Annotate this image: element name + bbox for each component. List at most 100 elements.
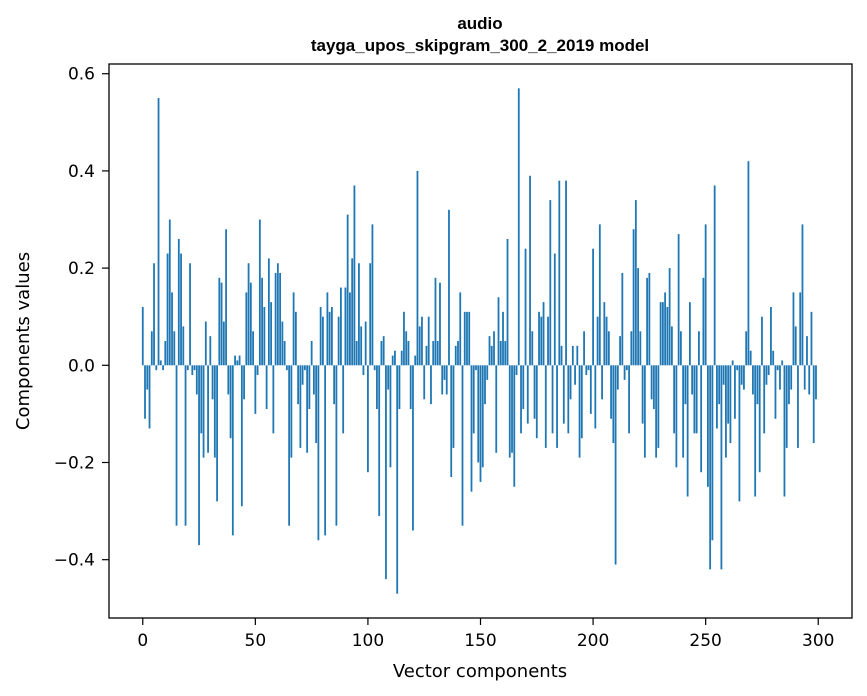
bar-210 <box>614 365 617 565</box>
y-tick-label: 0.6 <box>68 65 95 85</box>
bar-208 <box>610 365 612 419</box>
bar-179 <box>544 365 547 448</box>
bar-246 <box>695 365 698 434</box>
bar-89 <box>342 365 345 434</box>
bar-270 <box>749 350 752 366</box>
bar-28 <box>204 321 207 366</box>
bar-66 <box>290 365 293 458</box>
bar-296 <box>808 365 811 395</box>
bar-241 <box>684 365 687 405</box>
bar-47 <box>247 263 250 366</box>
bar-105 <box>378 365 381 516</box>
bar-177 <box>540 316 543 366</box>
bar-36 <box>222 321 225 366</box>
bar-139 <box>454 345 457 366</box>
y-tick-label: −0.4 <box>54 551 95 571</box>
bar-218 <box>632 229 635 366</box>
bar-190 <box>569 365 572 400</box>
bar-65 <box>288 365 291 526</box>
bar-8 <box>159 360 162 366</box>
bar-292 <box>799 292 802 366</box>
bar-0 <box>141 306 144 366</box>
bar-165 <box>513 365 516 487</box>
bar-123 <box>418 326 421 366</box>
bar-194 <box>578 365 581 458</box>
bar-274 <box>758 365 761 473</box>
bar-112 <box>394 350 396 366</box>
bar-31 <box>211 365 214 400</box>
bar-185 <box>558 180 561 366</box>
bar-38 <box>227 365 230 395</box>
bar-86 <box>335 365 338 526</box>
bar-62 <box>281 321 284 366</box>
bar-221 <box>639 331 642 366</box>
bar-74 <box>308 365 311 410</box>
bar-235 <box>670 326 673 366</box>
x-tick-label: 50 <box>245 631 267 651</box>
bar-214 <box>623 365 626 380</box>
bar-158 <box>497 297 500 366</box>
bar-166 <box>515 365 518 376</box>
bar-136 <box>448 209 450 366</box>
bar-206 <box>605 316 608 366</box>
bar-171 <box>526 365 529 424</box>
y-axis-ticks: −0.4 −0.2 0.0 0.2 0.4 0.6 <box>54 65 109 571</box>
bar-207 <box>607 331 610 366</box>
bar-161 <box>504 341 507 366</box>
bar-63 <box>283 341 286 366</box>
bar-205 <box>603 302 606 366</box>
bar-series <box>141 88 817 594</box>
bar-95 <box>355 341 358 366</box>
bar-248 <box>700 365 703 473</box>
chart-subtitle: tayga_upos_skipgram_300_2_2019 model <box>311 36 649 55</box>
bar-122 <box>416 170 419 366</box>
bar-198 <box>587 365 590 371</box>
bar-163 <box>508 365 511 458</box>
bar-83 <box>328 311 331 366</box>
bar-131 <box>436 341 439 366</box>
bar-299 <box>815 365 817 400</box>
bar-234 <box>668 268 671 366</box>
bar-41 <box>234 355 236 366</box>
bar-64 <box>285 365 288 371</box>
bar-182 <box>551 365 554 434</box>
bar-181 <box>549 200 552 366</box>
x-axis-label: Vector components <box>393 661 567 682</box>
bar-232 <box>664 292 667 366</box>
bar-144 <box>466 311 468 366</box>
bar-121 <box>414 355 417 366</box>
bar-211 <box>616 365 619 390</box>
bar-117 <box>405 331 408 366</box>
bar-79 <box>319 306 322 366</box>
bar-242 <box>686 365 689 497</box>
bar-151 <box>481 365 484 468</box>
bar-56 <box>267 258 270 366</box>
bar-43 <box>238 355 241 366</box>
bar-222 <box>641 365 644 424</box>
bar-29 <box>207 365 209 453</box>
bar-3 <box>148 365 151 429</box>
bar-162 <box>506 238 509 366</box>
bar-32 <box>213 365 216 458</box>
bar-145 <box>468 311 471 366</box>
bar-103 <box>373 365 376 371</box>
bar-209 <box>612 365 615 444</box>
bar-160 <box>502 311 504 366</box>
bar-82 <box>326 292 329 366</box>
bar-201 <box>594 365 597 429</box>
bar-34 <box>218 277 221 366</box>
bar-193 <box>576 345 579 366</box>
bar-110 <box>389 365 392 468</box>
bar-99 <box>364 321 367 366</box>
bar-85 <box>333 365 336 405</box>
bar-150 <box>479 365 482 482</box>
bar-280 <box>772 350 775 366</box>
bar-140 <box>457 341 459 366</box>
bar-60 <box>276 263 279 366</box>
bar-293 <box>801 224 804 366</box>
chart-title: audio <box>457 14 502 33</box>
bar-23 <box>193 365 196 371</box>
bar-129 <box>432 341 435 366</box>
bar-20 <box>186 365 189 371</box>
bar-50 <box>254 365 257 414</box>
